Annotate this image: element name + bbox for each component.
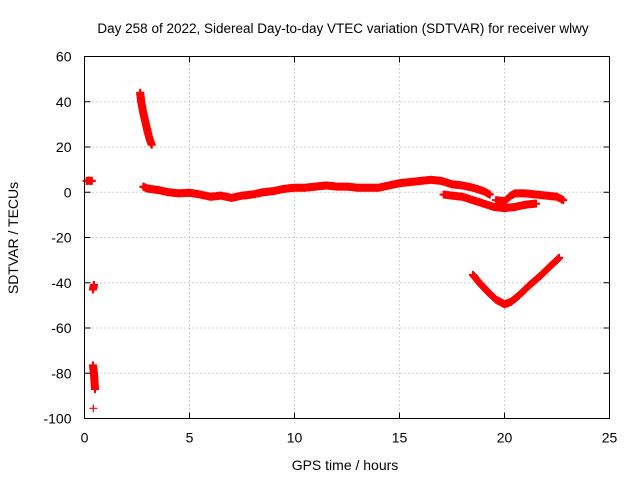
x-tick-label: 5: [186, 430, 194, 446]
y-tick-label: 40: [56, 94, 72, 110]
y-tick-label: -100: [43, 411, 71, 427]
x-tick-label: 20: [497, 430, 513, 446]
plot-frame: [84, 56, 610, 419]
data-point: [91, 385, 99, 394]
data-points: [82, 88, 568, 413]
data-point: [332, 182, 350, 191]
data-point: [89, 281, 98, 290]
y-tick-label: 0: [64, 184, 72, 200]
data-point: [147, 140, 156, 149]
x-tick-label: 15: [392, 430, 408, 446]
data-point: [89, 404, 98, 413]
y-tick-label: 60: [56, 49, 72, 65]
data-point: [485, 190, 494, 199]
y-axis-label: SDTVAR / TECUs: [5, 182, 21, 294]
y-tick-label: 20: [56, 139, 72, 155]
x-tick-label: 0: [81, 430, 89, 446]
data-point: [87, 176, 96, 185]
data-point: [492, 295, 508, 308]
chart-title: Day 258 of 2022, Sidereal Day-to-day VTE…: [97, 21, 588, 36]
data-point: [559, 196, 568, 205]
x-tick-label: 25: [602, 430, 618, 446]
y-axis: -100 -80 -60 -40 -20 0 20 40 60: [43, 49, 610, 427]
x-tick-label: 10: [287, 430, 303, 446]
data-point: [141, 118, 152, 134]
data-point: [555, 253, 564, 262]
data-point: [343, 182, 361, 192]
y-tick-label: -80: [51, 365, 71, 381]
grid-lines: [84, 56, 610, 419]
data-point: [536, 262, 554, 280]
data-point: [546, 254, 563, 270]
data-point: [553, 192, 567, 204]
x-axis-label: GPS time / hours: [292, 457, 399, 473]
x-axis: 0 5 10 15 20 25: [81, 56, 618, 446]
data-point: [532, 199, 540, 208]
y-tick-label: -60: [51, 320, 71, 336]
y-tick-label: -40: [51, 275, 71, 291]
y-tick-label: -20: [51, 230, 71, 246]
